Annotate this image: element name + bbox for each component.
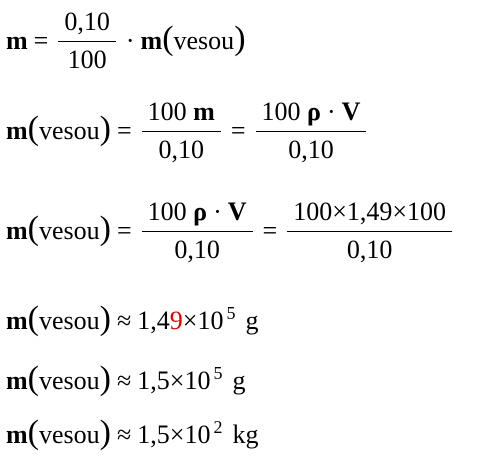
left-paren: ( [27, 300, 39, 337]
fraction: 100 m 0,10 [141, 97, 221, 165]
approx-sign: ≈ [117, 366, 132, 395]
vesou-label: vesou [39, 306, 100, 335]
mass-symbol: m [140, 26, 163, 56]
approx-sign: ≈ [117, 420, 132, 449]
fraction-bar [255, 130, 367, 133]
highlighted-digit: 9 [169, 306, 183, 335]
mantissa: 1,49 [137, 306, 183, 335]
mantissa: 1,5 [137, 420, 170, 449]
mass-symbol: m [6, 216, 28, 246]
fraction-bar [287, 230, 453, 233]
left-paren: ( [27, 360, 39, 397]
left-paren: ( [27, 210, 39, 248]
fraction: 100×1,49×100 0,10 [287, 197, 453, 265]
denominator: 0,10 [288, 135, 334, 165]
mass-symbol: m [6, 420, 28, 449]
vesou-label: vesou [39, 420, 100, 449]
equals-sign: = [230, 116, 246, 146]
numerator: 100 ρ · V [261, 97, 361, 126]
equation-1: m = 0,10 100 · m ( vesou ) [6, 7, 246, 75]
power-base: 10 [184, 420, 211, 449]
multiply-dot: · [125, 26, 135, 56]
numerator: 0,10 [64, 7, 110, 36]
denominator: 0,10 [158, 135, 205, 165]
fraction: 0,10 100 [58, 7, 116, 75]
exponent: 2 [213, 416, 223, 437]
unit: g [232, 366, 246, 395]
equals-sign: = [262, 216, 278, 246]
vesou-label: vesou [39, 366, 100, 395]
right-paren: ) [99, 300, 111, 337]
equals-sign: = [117, 116, 132, 146]
denominator: 100 [67, 45, 107, 75]
fraction: 100 ρ · V 0,10 [141, 197, 253, 265]
equation-3: m ( vesou ) = 100 ρ · V 0,10 = 100×1,49×10… [6, 197, 456, 265]
equation-6: m ( vesou ) ≈ 1,5 × 10 2 kg [6, 414, 259, 452]
exponent: 5 [226, 302, 236, 323]
mantissa: 1,5 [137, 366, 170, 395]
times-sign: × [182, 306, 198, 335]
right-paren: ) [99, 360, 111, 397]
right-paren: ) [99, 110, 111, 148]
mass-symbol: m [6, 116, 28, 146]
denominator: 0,10 [174, 235, 220, 265]
equation-5: m ( vesou ) ≈ 1,5 × 10 5 g [6, 360, 246, 398]
vesou-label: vesou [39, 116, 100, 146]
fraction: 100 ρ · V 0,10 [255, 97, 367, 165]
left-paren: ( [27, 110, 39, 148]
equation-4: m ( vesou ) ≈ 1,49 × 10 5 g [6, 300, 259, 338]
power-base: 10 [197, 306, 224, 335]
exponent: 5 [213, 362, 223, 383]
unit: g [245, 306, 259, 335]
equation-2: m ( vesou ) = 100 m 0,10 = 100 ρ · V 0,10 [6, 97, 370, 165]
numerator: 100 ρ · V [147, 197, 247, 226]
numerator: 100 m [147, 97, 215, 126]
denominator: 0,10 [346, 235, 393, 265]
approx-sign: ≈ [117, 306, 132, 335]
equals-sign: = [117, 216, 132, 246]
mass-symbol: m [6, 26, 28, 56]
power-base: 10 [184, 366, 211, 395]
fraction-bar [58, 40, 116, 43]
unit: kg [232, 420, 259, 449]
right-paren: ) [99, 210, 111, 248]
left-paren: ( [27, 414, 39, 451]
numerator: 100×1,49×100 [293, 197, 447, 226]
fraction-bar [141, 230, 253, 233]
right-paren: ) [99, 414, 111, 451]
right-paren: ) [234, 20, 246, 58]
left-paren: ( [162, 20, 174, 58]
vesou-label: vesou [173, 26, 235, 56]
fraction-bar [141, 130, 221, 133]
times-sign: × [169, 366, 185, 395]
vesou-label: vesou [39, 216, 100, 246]
equals-sign: = [33, 26, 49, 56]
mass-symbol: m [6, 366, 28, 395]
times-sign: × [169, 420, 185, 449]
mass-symbol: m [6, 306, 28, 335]
